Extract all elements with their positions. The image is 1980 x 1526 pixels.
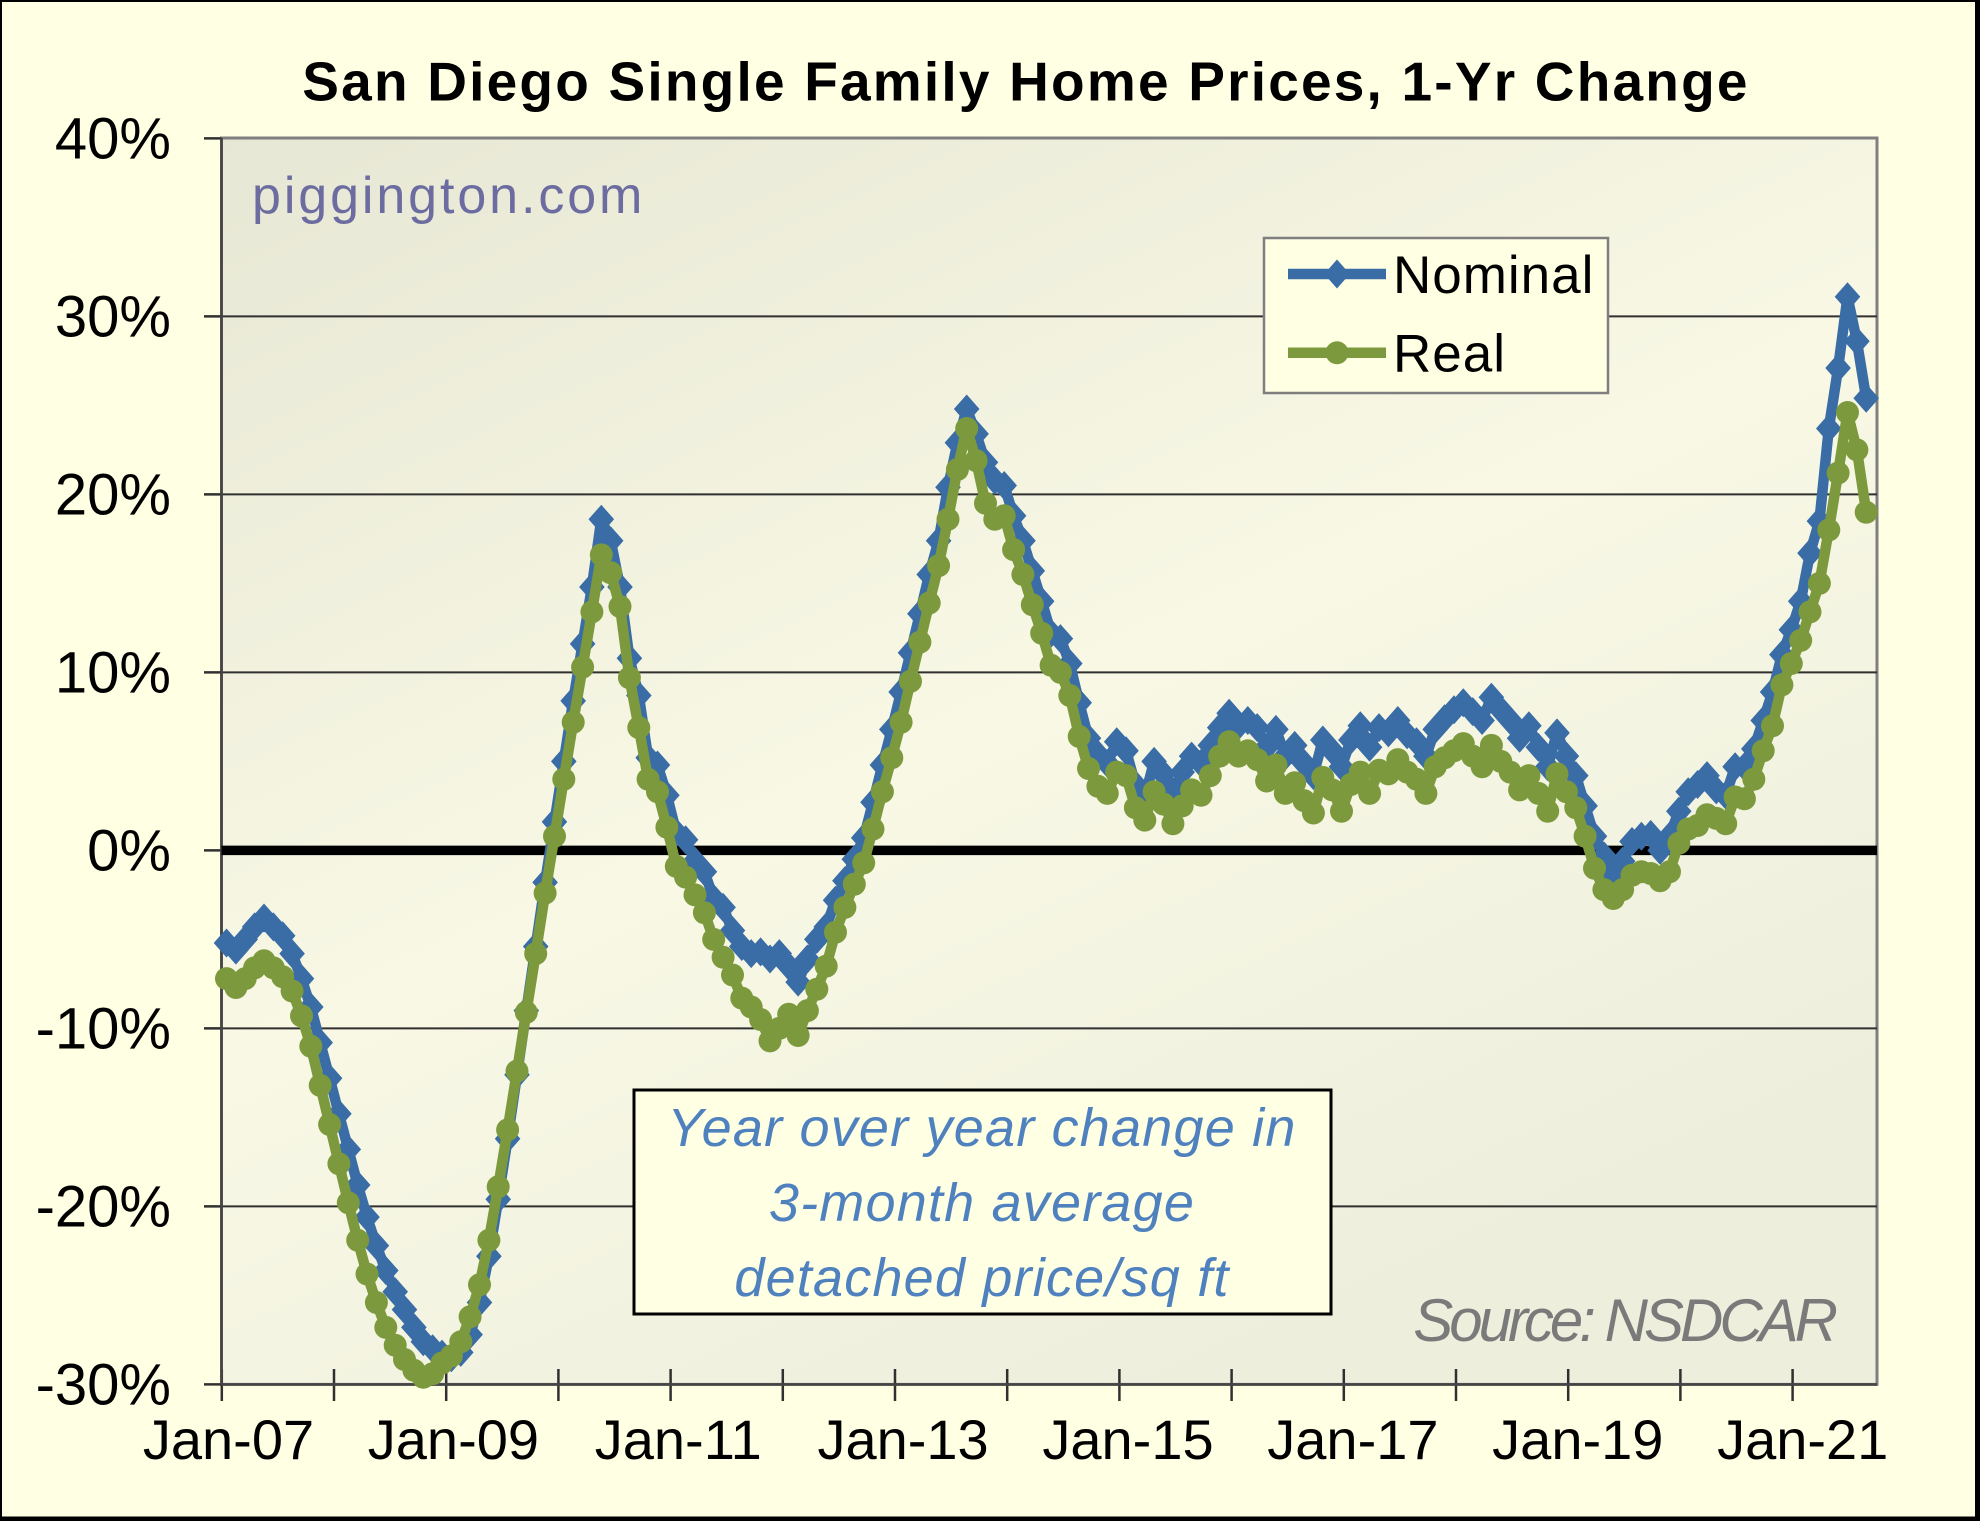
svg-text:piggington.com: piggington.com (252, 167, 645, 225)
svg-text:Year over year change in: Year over year change in (667, 1098, 1296, 1158)
svg-text:40%: 40% (55, 106, 171, 171)
svg-text:-10%: -10% (36, 996, 171, 1061)
svg-text:Real: Real (1393, 325, 1506, 384)
svg-text:Jan-09: Jan-09 (368, 1408, 539, 1471)
svg-text:-30%: -30% (36, 1352, 171, 1417)
svg-text:Jan-21: Jan-21 (1717, 1408, 1888, 1471)
svg-text:-20%: -20% (36, 1174, 171, 1239)
svg-text:Jan-17: Jan-17 (1267, 1408, 1438, 1471)
svg-text:0%: 0% (87, 818, 171, 883)
svg-text:Jan-07: Jan-07 (143, 1408, 314, 1471)
svg-text:San Diego Single Family Home P: San Diego Single Family Home Prices, 1-Y… (302, 51, 1749, 113)
svg-text:30%: 30% (55, 284, 171, 349)
svg-text:Jan-11: Jan-11 (595, 1408, 762, 1471)
svg-text:Jan-19: Jan-19 (1492, 1408, 1663, 1471)
svg-text:Nominal: Nominal (1393, 246, 1594, 305)
svg-text:10%: 10% (55, 640, 171, 705)
svg-text:Jan-15: Jan-15 (1042, 1408, 1213, 1471)
svg-text:Source: NSDCAR: Source: NSDCAR (1413, 1287, 1836, 1354)
svg-text:20%: 20% (55, 462, 171, 527)
svg-text:detached price/sq ft: detached price/sq ft (734, 1248, 1230, 1308)
svg-text:Jan-13: Jan-13 (817, 1408, 988, 1471)
svg-text:3-month average: 3-month average (769, 1173, 1195, 1233)
